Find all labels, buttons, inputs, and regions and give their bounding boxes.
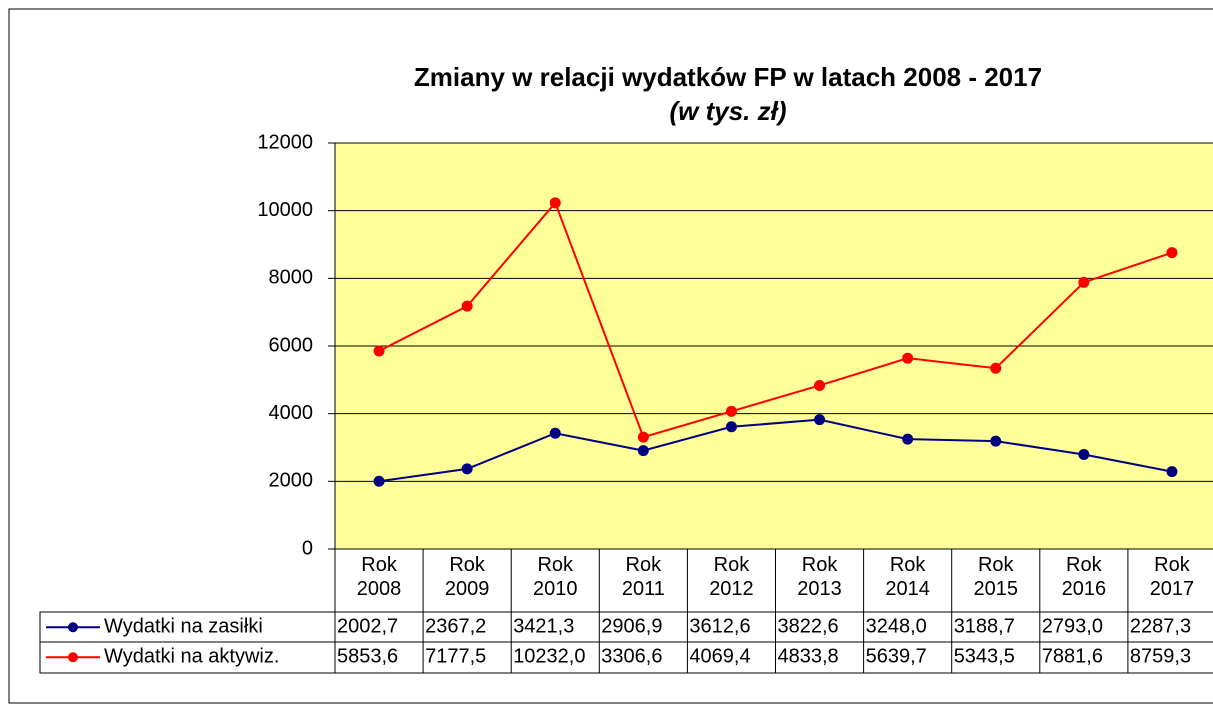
table-value: 3306,6 [601,646,662,668]
table-value: 2287,3 [1130,616,1191,638]
legend-label: Wydatki na aktywiz. [104,646,279,668]
point [725,421,737,433]
table-value: 4833,8 [778,646,839,668]
point [725,405,737,417]
table-value: 3421,3 [513,616,574,638]
table-value: 2002,7 [337,616,398,638]
table-value: 10232,0 [513,646,585,668]
x-tick-label: Rok 2008 [356,554,402,600]
point [814,414,826,426]
table-value: 7881,6 [1042,646,1103,668]
table-value: 5853,6 [337,646,398,668]
table-value: 2906,9 [601,616,662,638]
x-tick-label: Rok 2011 [621,554,665,600]
table-value: 2367,2 [425,616,486,638]
point [461,300,473,312]
legend-marker [68,622,78,633]
table-value: 8759,3 [1130,646,1191,668]
legend-marker [68,652,78,663]
table-value: 5639,7 [866,646,927,668]
point [902,433,914,445]
table-value: 5343,5 [954,646,1015,668]
x-tick-label: Rok 2016 [1061,554,1107,600]
chart-subtitle: (w tys. zł) [669,96,786,126]
point [1166,466,1178,478]
line [378,418,1173,483]
point [549,197,561,209]
y-tick-label: 0 [302,537,313,559]
point [373,345,385,357]
table-value: 3612,6 [689,616,750,638]
x-tick-label: Rok 2014 [885,554,930,600]
x-tick-label: Rok 2010 [533,554,578,600]
x-tick-label: Rok 2017 [1149,554,1195,600]
point [549,427,561,439]
y-tick-label: 6000 [269,334,314,356]
table-value: 4069,4 [689,646,750,668]
point [1166,247,1178,259]
point [814,379,826,391]
x-tick-label: Rok 2012 [709,554,754,600]
y-tick-label: 8000 [269,267,314,289]
point [373,475,385,487]
y-tick-label: 10000 [257,199,313,221]
point [990,435,1002,447]
legend-label: Wydatki na zasiłki [104,616,263,638]
x-tick-label: Rok 2013 [797,554,842,600]
x-tick-label: Rok 2009 [444,554,490,600]
x-tick-label: Rok 2015 [973,554,1019,600]
table-value: 7177,5 [425,646,486,668]
y-tick-label: 12000 [257,131,313,153]
y-tick-label: 2000 [269,470,314,492]
table-value: 2793,0 [1042,616,1103,638]
line [378,200,1173,439]
table-value: 3188,7 [954,616,1015,638]
table-value: 3248,0 [866,616,927,638]
point [1078,449,1090,461]
point [990,362,1002,374]
point [1078,276,1090,288]
point [902,352,914,364]
point [461,463,473,475]
point [637,431,649,443]
table-value: 3822,6 [778,616,839,638]
point [637,445,649,457]
y-tick-label: 4000 [269,402,314,424]
chart-title: Zmiany w relacji wydatków FP w latach 20… [414,62,1042,92]
